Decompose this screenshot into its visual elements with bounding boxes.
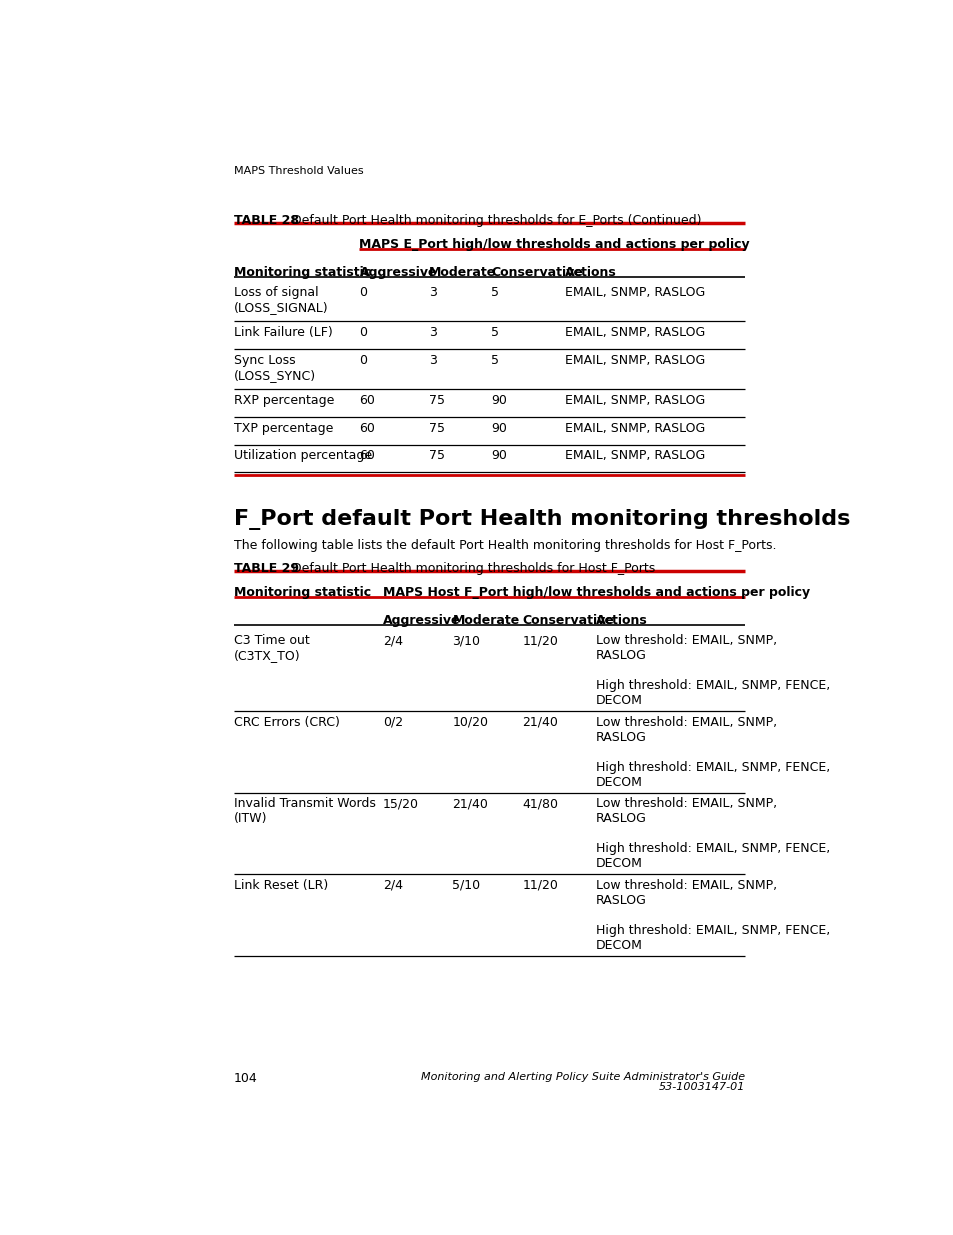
Text: C3 Time out
(C3TX_TO): C3 Time out (C3TX_TO): [233, 634, 310, 662]
Text: Loss of signal
(LOSS_SIGNAL): Loss of signal (LOSS_SIGNAL): [233, 287, 328, 314]
Text: 5: 5: [491, 353, 498, 367]
Text: 15/20: 15/20: [382, 798, 418, 810]
Text: Moderate: Moderate: [429, 266, 496, 279]
Text: 90: 90: [491, 394, 507, 406]
Text: 3: 3: [429, 287, 436, 299]
Text: Conservative: Conservative: [491, 266, 582, 279]
Text: MAPS E_Port high/low thresholds and actions per policy: MAPS E_Port high/low thresholds and acti…: [359, 238, 749, 251]
Text: EMAIL, SNMP, RASLOG: EMAIL, SNMP, RASLOG: [564, 450, 704, 462]
Text: Conservative: Conservative: [521, 614, 614, 627]
Text: TABLE 29: TABLE 29: [233, 562, 298, 574]
Text: 60: 60: [359, 421, 375, 435]
Text: 10/20: 10/20: [452, 716, 488, 729]
Text: Monitoring and Alerting Policy Suite Administrator's Guide: Monitoring and Alerting Policy Suite Adm…: [421, 1072, 744, 1082]
Text: MAPS Threshold Values: MAPS Threshold Values: [233, 165, 363, 175]
Text: 0: 0: [359, 287, 367, 299]
Text: Invalid Transmit Words
(ITW): Invalid Transmit Words (ITW): [233, 798, 375, 825]
Text: The following table lists the default Port Health monitoring thresholds for Host: The following table lists the default Po…: [233, 538, 776, 552]
Text: 5: 5: [491, 287, 498, 299]
Text: Aggressive: Aggressive: [359, 266, 436, 279]
Text: 0/2: 0/2: [382, 716, 402, 729]
Text: Sync Loss
(LOSS_SYNC): Sync Loss (LOSS_SYNC): [233, 353, 315, 382]
Text: 60: 60: [359, 450, 375, 462]
Text: 60: 60: [359, 394, 375, 406]
Text: TXP percentage: TXP percentage: [233, 421, 333, 435]
Text: F_Port default Port Health monitoring thresholds: F_Port default Port Health monitoring th…: [233, 509, 849, 530]
Text: EMAIL, SNMP, RASLOG: EMAIL, SNMP, RASLOG: [564, 421, 704, 435]
Text: 2/4: 2/4: [382, 634, 402, 647]
Text: Aggressive: Aggressive: [382, 614, 459, 627]
Text: EMAIL, SNMP, RASLOG: EMAIL, SNMP, RASLOG: [564, 287, 704, 299]
Text: 0: 0: [359, 326, 367, 340]
Text: Low threshold: EMAIL, SNMP,
RASLOG

High threshold: EMAIL, SNMP, FENCE,
DECOM: Low threshold: EMAIL, SNMP, RASLOG High …: [596, 798, 829, 871]
Text: 75: 75: [429, 421, 445, 435]
Text: RXP percentage: RXP percentage: [233, 394, 334, 406]
Text: Actions: Actions: [564, 266, 616, 279]
Text: Default Port Health monitoring thresholds for E_Ports (Continued): Default Port Health monitoring threshold…: [284, 214, 701, 227]
Text: CRC Errors (CRC): CRC Errors (CRC): [233, 716, 339, 729]
Text: EMAIL, SNMP, RASLOG: EMAIL, SNMP, RASLOG: [564, 353, 704, 367]
Text: 21/40: 21/40: [452, 798, 488, 810]
Text: Low threshold: EMAIL, SNMP,
RASLOG

High threshold: EMAIL, SNMP, FENCE,
DECOM: Low threshold: EMAIL, SNMP, RASLOG High …: [596, 716, 829, 789]
Text: Low threshold: EMAIL, SNMP,
RASLOG

High threshold: EMAIL, SNMP, FENCE,
DECOM: Low threshold: EMAIL, SNMP, RASLOG High …: [596, 634, 829, 708]
Text: 90: 90: [491, 421, 507, 435]
Text: 11/20: 11/20: [521, 879, 558, 892]
Text: Default Port Health monitoring thresholds for Host F_Ports: Default Port Health monitoring threshold…: [284, 562, 655, 574]
Text: 5/10: 5/10: [452, 879, 480, 892]
Text: EMAIL, SNMP, RASLOG: EMAIL, SNMP, RASLOG: [564, 326, 704, 340]
Text: Utilization percentage: Utilization percentage: [233, 450, 372, 462]
Text: 53-1003147-01: 53-1003147-01: [659, 1082, 744, 1092]
Text: Link Failure (LF): Link Failure (LF): [233, 326, 333, 340]
Text: MAPS Host F_Port high/low thresholds and actions per policy: MAPS Host F_Port high/low thresholds and…: [382, 587, 809, 599]
Text: 2/4: 2/4: [382, 879, 402, 892]
Text: Moderate: Moderate: [452, 614, 519, 627]
Text: 75: 75: [429, 394, 445, 406]
Text: 90: 90: [491, 450, 507, 462]
Text: EMAIL, SNMP, RASLOG: EMAIL, SNMP, RASLOG: [564, 394, 704, 406]
Text: 11/20: 11/20: [521, 634, 558, 647]
Text: Low threshold: EMAIL, SNMP,
RASLOG

High threshold: EMAIL, SNMP, FENCE,
DECOM: Low threshold: EMAIL, SNMP, RASLOG High …: [596, 879, 829, 952]
Text: 41/80: 41/80: [521, 798, 558, 810]
Text: Monitoring statistic: Monitoring statistic: [233, 266, 371, 279]
Text: 75: 75: [429, 450, 445, 462]
Text: 3/10: 3/10: [452, 634, 480, 647]
Text: Actions: Actions: [596, 614, 647, 627]
Text: 21/40: 21/40: [521, 716, 558, 729]
Text: Link Reset (LR): Link Reset (LR): [233, 879, 328, 892]
Text: TABLE 28: TABLE 28: [233, 214, 298, 227]
Text: Monitoring statistic: Monitoring statistic: [233, 587, 371, 599]
Text: 104: 104: [233, 1072, 257, 1086]
Text: 5: 5: [491, 326, 498, 340]
Text: 0: 0: [359, 353, 367, 367]
Text: 3: 3: [429, 326, 436, 340]
Text: 3: 3: [429, 353, 436, 367]
